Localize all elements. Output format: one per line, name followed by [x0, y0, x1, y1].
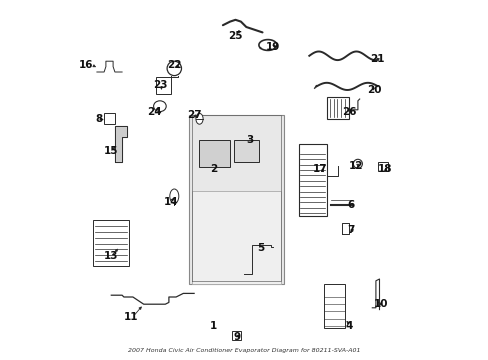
Text: 25: 25: [228, 31, 242, 41]
Text: 7: 7: [346, 225, 354, 235]
Bar: [377, 162, 387, 171]
Text: 2: 2: [210, 164, 217, 174]
Text: 26: 26: [341, 107, 355, 117]
Ellipse shape: [353, 159, 362, 168]
Text: 9: 9: [233, 332, 241, 342]
FancyBboxPatch shape: [188, 115, 284, 284]
Text: 20: 20: [366, 85, 381, 95]
Bar: [233, 140, 258, 162]
Text: 12: 12: [348, 161, 363, 171]
Text: 5: 5: [257, 243, 264, 253]
Ellipse shape: [169, 189, 179, 203]
Text: 4: 4: [345, 321, 352, 331]
Bar: [298, 144, 326, 216]
Text: 22: 22: [167, 60, 181, 70]
Bar: [326, 97, 348, 119]
Text: 13: 13: [104, 251, 118, 261]
Polygon shape: [115, 126, 127, 162]
Text: 1: 1: [210, 321, 217, 331]
Text: 19: 19: [265, 42, 280, 52]
Bar: [231, 331, 241, 340]
Text: 24: 24: [147, 107, 162, 117]
Text: 15: 15: [104, 146, 118, 156]
Ellipse shape: [153, 101, 166, 112]
Ellipse shape: [167, 61, 181, 76]
Text: 21: 21: [370, 54, 384, 64]
Text: 2007 Honda Civic Air Conditioner Evaporator Diagram for 80211-SVA-A01: 2007 Honda Civic Air Conditioner Evapora…: [128, 348, 360, 353]
Text: 8: 8: [95, 114, 102, 124]
Text: 17: 17: [312, 164, 327, 174]
Bar: [199, 140, 230, 167]
Text: 16: 16: [79, 60, 93, 70]
Bar: [156, 77, 170, 94]
Text: 23: 23: [152, 80, 167, 90]
Text: 11: 11: [123, 312, 138, 322]
Text: 3: 3: [246, 135, 253, 145]
Text: 18: 18: [377, 164, 391, 174]
Bar: [93, 220, 129, 266]
Bar: [323, 284, 345, 328]
Bar: [104, 113, 115, 124]
Text: 10: 10: [373, 299, 388, 309]
Ellipse shape: [196, 113, 203, 124]
Text: 27: 27: [186, 110, 201, 120]
FancyBboxPatch shape: [192, 191, 280, 284]
Text: 6: 6: [346, 200, 354, 210]
Text: 14: 14: [163, 197, 178, 207]
